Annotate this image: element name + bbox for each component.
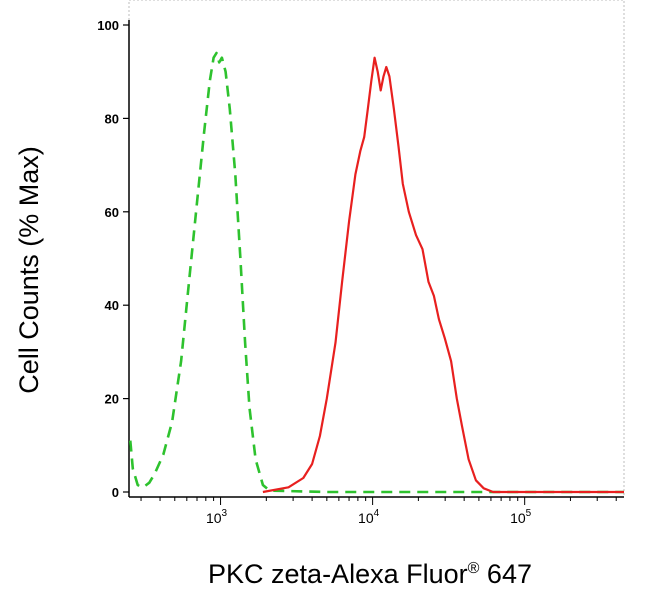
plot-frame [128, 0, 625, 498]
x-axis-title-main: PKC zeta-Alexa Fluor [208, 559, 468, 589]
y-ticks: 0 20 40 60 80 100 [97, 18, 129, 500]
series-layer [129, 51, 624, 494]
y-tick-label: 0 [112, 485, 119, 500]
y-tick-label: 40 [105, 298, 119, 313]
x-axis-title-tail: 647 [479, 559, 532, 589]
x-ticks: 103 104 105 [140, 497, 617, 526]
y-tick-label: 100 [97, 18, 119, 33]
x-axis-title: PKC zeta-Alexa Fluor® 647 [208, 559, 532, 589]
series-line-1 [129, 51, 624, 494]
y-tick-label: 60 [105, 205, 119, 220]
series-line-2 [262, 56, 624, 494]
x-tick-label: 104 [358, 508, 380, 526]
x-tick-label: 105 [510, 508, 532, 526]
y-tick-label: 80 [105, 111, 119, 126]
y-axis-title: Cell Counts (% Max) [14, 146, 44, 394]
x-tick-label: 103 [206, 508, 228, 526]
y-tick-label: 20 [105, 392, 119, 407]
x-axis-title-sup: ® [468, 560, 480, 577]
